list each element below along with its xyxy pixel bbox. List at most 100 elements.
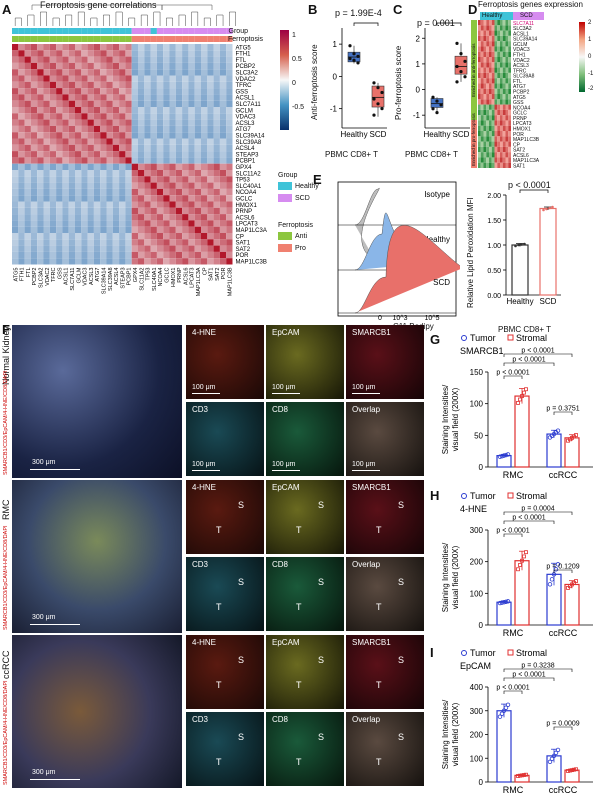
heatmap-cell — [489, 67, 492, 73]
heatmap-cell — [144, 176, 151, 183]
heatmap-cell — [138, 125, 145, 133]
heatmap-col-label: POR — [221, 267, 227, 279]
heatmap-cell — [483, 20, 487, 26]
heatmap-cell — [131, 119, 138, 126]
heatmap-cell — [500, 162, 503, 168]
heatmap-cell — [138, 94, 145, 101]
heatmap-cell — [207, 245, 214, 252]
data-point — [522, 390, 526, 395]
heatmap-cell — [483, 62, 487, 68]
heatmap-cell — [175, 251, 183, 259]
heatmap-cell — [489, 62, 492, 68]
heatmap-cell — [138, 195, 145, 202]
ferroptosis-track-cell — [163, 36, 170, 42]
heatmap-cell — [87, 239, 94, 246]
heatmap-cell — [169, 188, 176, 196]
heatmap-cell — [106, 258, 113, 265]
heatmap-cell — [131, 151, 138, 158]
heatmap-cell — [508, 46, 511, 52]
heatmap-cell — [144, 151, 151, 158]
heatmap-cell — [144, 50, 151, 57]
heatmap-cell — [188, 251, 195, 259]
heatmap-cell — [68, 220, 75, 227]
heatmap-cell — [175, 258, 183, 265]
heatmap-cell — [87, 157, 94, 164]
heatmap-cell — [182, 113, 189, 120]
heatmap-cell — [150, 207, 157, 215]
heatmap-cell — [138, 245, 145, 252]
heatmap-cell — [12, 44, 19, 51]
heatmap-cell — [125, 214, 132, 221]
heatmap-col-label: TP53 — [146, 268, 152, 281]
data-point — [523, 242, 526, 246]
heatmap-cell — [156, 44, 164, 51]
p-value-label: p = 0.3751 — [546, 406, 579, 413]
heatmap-cell — [18, 44, 25, 51]
heatmap-cell — [497, 51, 500, 57]
heatmap-cell — [87, 245, 94, 252]
region-label: S — [318, 732, 325, 742]
heatmap-cell — [188, 188, 195, 196]
colorbar-a-tick: 0 — [292, 80, 296, 87]
data-point — [505, 702, 511, 707]
heatmap-cell — [56, 107, 63, 114]
heatmap-cell — [502, 162, 506, 168]
heatmap-row-label: SLC7A11 — [513, 21, 534, 27]
heatmap-cell — [119, 56, 126, 63]
heatmap-cell — [138, 113, 145, 120]
heatmap-cell — [81, 144, 88, 152]
heatmap-cell — [169, 157, 176, 164]
heatmap-cell — [194, 233, 201, 240]
heatmap-cell — [125, 188, 132, 196]
heatmap-cell — [68, 100, 75, 107]
heatmap-cell — [478, 20, 481, 26]
group-track-cell — [213, 28, 220, 34]
heatmap-cell — [150, 69, 157, 76]
bar — [496, 601, 512, 626]
heatmap-cell — [194, 56, 201, 63]
heatmap-cell — [489, 115, 492, 121]
heatmap-cell — [494, 104, 498, 110]
y-tick-label: 200 — [470, 558, 484, 567]
heatmap-cell — [138, 132, 145, 139]
heatmap-cell — [483, 109, 487, 116]
heatmap-cell — [119, 144, 126, 152]
heatmap-cell — [505, 78, 509, 84]
heatmap-cell — [119, 75, 126, 82]
y-tick-label: 300 — [470, 526, 484, 535]
heatmap-cell — [106, 113, 113, 120]
heatmap-cell — [150, 188, 157, 196]
heatmap-cell — [112, 233, 120, 240]
heatmap-cell — [175, 233, 183, 240]
heatmap-cell — [56, 170, 63, 177]
heatmap-cell — [188, 233, 195, 240]
heatmap-cell — [12, 176, 19, 183]
group-track-cell — [125, 28, 132, 34]
heatmap-cell — [75, 157, 82, 164]
heatmap-cell — [194, 75, 201, 82]
heatmap-row-label: ACSL6 — [236, 215, 256, 221]
region-label: T — [216, 525, 222, 535]
heatmap-cell — [207, 220, 214, 227]
group-track-cell — [226, 28, 233, 34]
heatmap-cell — [106, 75, 113, 82]
panel-e-letter: E — [313, 172, 322, 187]
heatmap-cell — [144, 214, 151, 221]
heatmap-cell — [175, 62, 183, 70]
heatmap-cell — [49, 113, 57, 120]
heatmap-cell — [478, 141, 481, 147]
group-track-cell — [163, 28, 170, 34]
heatmap-cell — [163, 56, 170, 63]
heatmap-cell — [18, 233, 25, 240]
heatmap-cell — [68, 132, 75, 139]
x-tick-label: 10^5 — [425, 315, 440, 320]
heatmap-cell — [497, 88, 500, 94]
heatmap-cell — [508, 131, 511, 137]
heatmap-cell — [56, 62, 63, 70]
heatmap-cell — [125, 107, 132, 114]
heatmap-cell — [93, 201, 101, 208]
heatmap-cell — [486, 30, 489, 36]
heatmap-cell — [87, 50, 94, 57]
data-point — [505, 452, 511, 457]
legend-scd: SCD — [278, 194, 310, 202]
